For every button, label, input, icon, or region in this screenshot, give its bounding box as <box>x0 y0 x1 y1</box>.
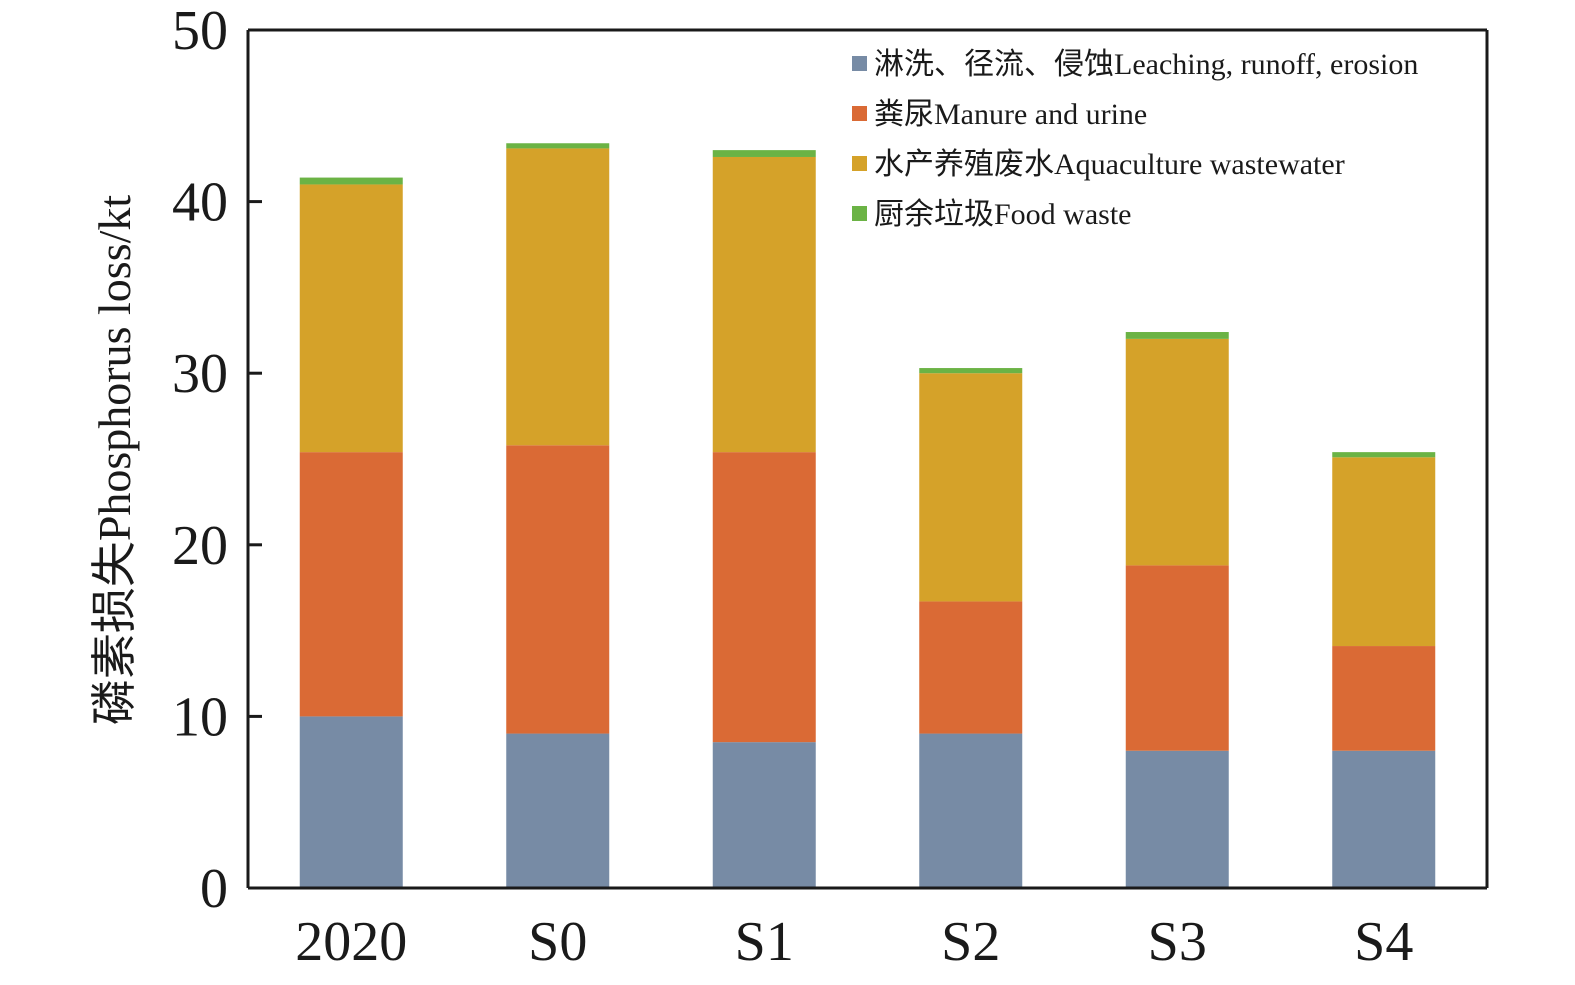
bar-segment-S0-series-2 <box>506 148 610 446</box>
bar-segment-S4-series-1 <box>1332 646 1436 751</box>
bar-segment-S2-series-1 <box>919 601 1023 734</box>
legend-label: 水产养殖废水Aquaculture wastewater <box>874 148 1345 181</box>
y-tick-label: 50 <box>172 0 228 62</box>
bar-segment-S1-series-0 <box>712 742 816 888</box>
legend-label: 淋洗、径流、侵蚀Leaching, runoff, erosion <box>874 48 1418 81</box>
bar-segment-S3-series-1 <box>1125 565 1229 751</box>
x-tick-label: S1 <box>735 911 794 973</box>
bar-segment-S4-series-2 <box>1332 457 1436 647</box>
bar-segment-S3-series-2 <box>1125 338 1229 566</box>
bar-segment-S3-series-3 <box>1125 332 1229 339</box>
y-tick-label: 20 <box>172 515 228 577</box>
legend: 淋洗、径流、侵蚀Leaching, runoff, erosion 粪尿Manur… <box>852 48 1418 231</box>
x-tick-label: S4 <box>1354 911 1413 973</box>
bar-segment-S1-series-3 <box>712 150 816 157</box>
x-tick-label: S2 <box>941 911 1000 973</box>
y-tick-label: 0 <box>200 858 228 920</box>
bars-group <box>299 143 1436 888</box>
x-tick-label: S3 <box>1148 911 1207 973</box>
bar-segment-S2-series-0 <box>919 733 1023 888</box>
bar-segment-S0-series-3 <box>506 143 610 149</box>
legend-label: 粪尿Manure and urine <box>874 98 1147 131</box>
y-tick-label: 10 <box>172 686 228 748</box>
x-labels-group: 2020 S0 S1 S2 S3 S4 <box>295 911 1413 973</box>
legend-swatch <box>852 206 867 221</box>
y-ticks-group: 0 10 20 30 40 50 <box>172 0 262 920</box>
bar-segment-2020-series-2 <box>299 184 403 453</box>
bar-segment-S2-series-2 <box>919 373 1023 602</box>
x-tick-label: S0 <box>528 911 587 973</box>
bar-segment-S4-series-0 <box>1332 750 1436 888</box>
y-axis-label: 磷素损失Phosphorus loss/kt <box>89 195 140 726</box>
legend-swatch <box>852 156 867 171</box>
bar-segment-S1-series-1 <box>712 452 816 743</box>
legend-swatch <box>852 106 867 121</box>
bar-segment-2020-series-0 <box>299 716 403 888</box>
bar-segment-2020-series-1 <box>299 452 403 717</box>
bar-segment-S2-series-3 <box>919 368 1023 374</box>
legend-label: 厨余垃圾Food waste <box>874 198 1132 231</box>
bar-segment-S0-series-1 <box>506 445 610 734</box>
bar-segment-S0-series-0 <box>506 733 610 888</box>
bar-segment-S4-series-3 <box>1332 452 1436 458</box>
y-tick-label: 40 <box>172 172 228 234</box>
bar-segment-S3-series-0 <box>1125 750 1229 888</box>
bar-segment-2020-series-3 <box>299 177 403 185</box>
x-tick-label: 2020 <box>295 911 407 973</box>
bar-segment-S1-series-2 <box>712 156 816 453</box>
legend-swatch <box>852 56 867 71</box>
y-tick-label: 30 <box>172 343 228 405</box>
